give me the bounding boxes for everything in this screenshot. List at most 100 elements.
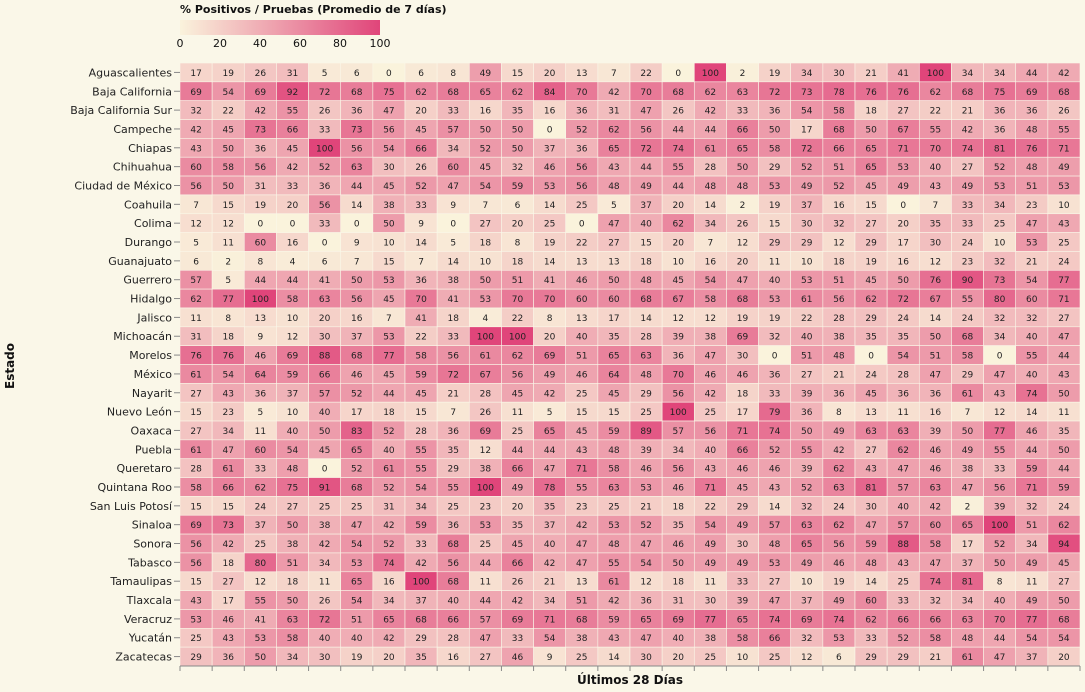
row-label: Hidalgo (130, 293, 172, 306)
cell-value-label: 66 (833, 144, 845, 154)
legend-gradient-bar (180, 20, 380, 35)
cell-value-label: 29 (447, 465, 459, 475)
row-label: Puebla (135, 443, 172, 456)
cell-value-label: 10 (287, 408, 299, 418)
cell-value-label: 48 (640, 276, 652, 286)
cell-value-label: 46 (222, 615, 234, 625)
cell-value-label: 100 (252, 295, 269, 305)
cell-value-label: 62 (865, 295, 876, 305)
cell-value-label: 29 (737, 502, 749, 512)
cell-value-label: 70 (544, 295, 556, 305)
cell-value-label: 50 (287, 597, 299, 607)
cell-value-label: 28 (897, 370, 909, 380)
cell-value-label: 39 (994, 502, 1006, 512)
cell-value-label: 68 (962, 333, 974, 343)
legend-ticks: 0 20 40 60 80 100 (177, 37, 391, 50)
cell-value-label: 20 (544, 69, 556, 79)
cell-value-label: 22 (640, 69, 651, 79)
cell-value-label: 0 (868, 352, 874, 362)
cell-value-label: 34 (672, 446, 684, 456)
cell-value-label: 22 (801, 314, 812, 324)
cell-value-label: 45 (512, 540, 523, 550)
cell-value-label: 56 (447, 352, 459, 362)
cell-value-label: 8 (450, 69, 456, 79)
cell-value-label: 65 (544, 427, 555, 437)
cell-value-label: 24 (962, 314, 974, 324)
cell-value-label: 69 (801, 615, 813, 625)
cell-value-label: 45 (383, 370, 394, 380)
row-label: Colima (134, 217, 172, 230)
cell-value-label: 44 (1026, 446, 1038, 456)
cell-value-label: 48 (608, 540, 620, 550)
cell-value-label: 53 (897, 163, 908, 173)
cell-value-label: 40 (705, 446, 717, 456)
legend-tick-label: 0 (177, 37, 184, 50)
cell-value-label: 18 (222, 333, 234, 343)
cell-value-label: 48 (608, 182, 620, 192)
cell-value-label: 44 (480, 597, 492, 607)
cell-value-label: 45 (737, 483, 748, 493)
cell-value-label: 55 (415, 465, 426, 475)
cell-value-label: 31 (383, 502, 394, 512)
cell-value-label: 25 (576, 653, 587, 663)
cell-value-label: 78 (544, 483, 556, 493)
row-label: Tabasco (127, 556, 172, 569)
cell-value-label: 26 (319, 597, 331, 607)
cell-value-label: 18 (865, 107, 877, 117)
cell-value-label: 27 (222, 578, 233, 588)
cell-value-label: 71 (1058, 295, 1069, 305)
cell-value-label: 45 (480, 163, 491, 173)
cell-value-label: 39 (737, 597, 749, 607)
cell-value-label: 65 (383, 615, 394, 625)
row-label: Nuevo León (107, 406, 172, 419)
cell-value-label: 73 (255, 125, 266, 135)
cell-value-label: 46 (640, 465, 652, 475)
cell-value-label: 11 (190, 314, 201, 324)
cell-value-label: 74 (769, 615, 781, 625)
cell-value-label: 46 (512, 653, 524, 663)
cell-value-label: 43 (576, 446, 587, 456)
cell-value-label: 50 (1058, 446, 1070, 456)
cell-value-label: 58 (962, 352, 974, 362)
cell-value-label: 62 (897, 446, 908, 456)
cell-value-label: 47 (737, 276, 748, 286)
cell-value-label: 36 (447, 521, 459, 531)
cell-value-label: 44 (383, 389, 395, 399)
cell-value-label: 47 (962, 483, 973, 493)
cell-value-label: 59 (415, 370, 427, 380)
cell-value-label: 12 (833, 239, 844, 249)
cell-value-label: 53 (833, 634, 844, 644)
cell-value-label: 88 (897, 540, 909, 550)
cell-value-label: 65 (801, 540, 812, 550)
heatmap-cells: 17 19 26 31 5 6 0 6 8 49 15 20 13 7 22 0 100 2 19 34 30 21 41 1… (179, 62, 1081, 667)
cell-value-label: 36 (769, 107, 781, 117)
cell-value-label: 15 (865, 201, 876, 211)
cell-value-label: 25 (576, 389, 587, 399)
cell-value-label: 55 (287, 107, 298, 117)
cell-value-label: 49 (801, 559, 813, 569)
cell-value-label: 54 (705, 521, 717, 531)
row-label: Ciudad de México (74, 179, 172, 192)
cell-value-label: 50 (512, 125, 524, 135)
cell-value-label: 100 (927, 69, 944, 79)
cell-value-label: 32 (930, 597, 941, 607)
cell-value-label: 30 (737, 540, 749, 550)
cell-value-label: 46 (737, 370, 749, 380)
cell-value-label: 12 (705, 314, 716, 324)
cell-value-label: 50 (737, 163, 749, 173)
cell-value-label: 36 (447, 427, 459, 437)
cell-value-label: 52 (383, 483, 394, 493)
cell-value-label: 42 (544, 559, 555, 569)
cell-value-label: 43 (930, 182, 941, 192)
cell-value-label: 37 (801, 201, 812, 211)
cell-value-label: 26 (672, 107, 684, 117)
cell-value-label: 5 (225, 276, 231, 286)
cell-value-label: 53 (190, 615, 201, 625)
cell-value-label: 38 (962, 465, 974, 475)
cell-value-label: 42 (930, 502, 941, 512)
cell-value-label: 40 (319, 408, 331, 418)
cell-value-label: 16 (351, 314, 363, 324)
cell-value-label: 34 (962, 597, 974, 607)
cell-value-label: 61 (962, 389, 973, 399)
cell-value-label: 57 (190, 276, 201, 286)
